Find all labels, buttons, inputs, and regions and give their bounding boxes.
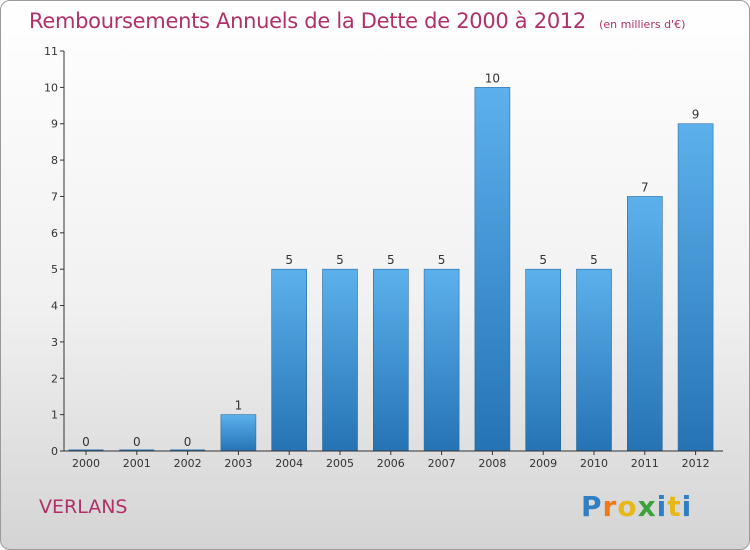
bar (170, 449, 206, 451)
y-tick-label: 2 (51, 372, 58, 385)
bar (68, 449, 104, 451)
x-tick-label: 2011 (631, 457, 659, 470)
city-name: VERLANS (39, 496, 128, 518)
y-tick-label: 1 (51, 409, 58, 422)
data-label: 5 (336, 253, 344, 267)
x-tick-label: 2005 (326, 457, 354, 470)
data-label: 1 (235, 399, 243, 413)
data-label: 0 (82, 435, 90, 449)
bar (677, 123, 714, 452)
bar (322, 268, 358, 452)
x-tick-label: 2001 (123, 457, 151, 470)
y-tick-label: 7 (51, 190, 58, 203)
data-label: 5 (539, 253, 547, 267)
y-tick-label: 0 (51, 445, 58, 458)
data-label: 5 (285, 253, 293, 267)
x-tick-label: 2009 (529, 457, 557, 470)
y-tick-label: 9 (51, 118, 58, 131)
x-tick-label: 2012 (682, 457, 710, 470)
bar (119, 449, 155, 451)
data-label: 0 (184, 435, 192, 449)
x-tick-label: 2004 (275, 457, 303, 470)
bar (626, 196, 663, 452)
bar (576, 268, 612, 452)
chart-title-row: Remboursements Annuels de la Dette de 20… (29, 9, 685, 33)
y-tick-label: 10 (44, 81, 58, 94)
x-tick-label: 2006 (377, 457, 405, 470)
chart-title: Remboursements Annuels de la Dette de 20… (29, 9, 586, 33)
data-label: 5 (387, 253, 395, 267)
data-label: 10 (485, 71, 500, 85)
data-label: 9 (692, 108, 700, 122)
bar (220, 414, 257, 452)
bar (372, 268, 409, 452)
x-tick-label: 2008 (478, 457, 506, 470)
bar (423, 268, 460, 452)
data-label: 7 (641, 180, 649, 194)
bar (474, 87, 511, 452)
y-tick-label: 6 (51, 227, 58, 240)
x-tick-label: 2007 (428, 457, 456, 470)
x-tick-label: 2000 (72, 457, 100, 470)
y-tick-label: 4 (51, 300, 58, 313)
chart-subtitle: (en milliers d'€) (599, 18, 686, 31)
y-tick-label: 8 (51, 154, 58, 167)
data-label: 5 (438, 253, 446, 267)
data-label: 5 (590, 253, 598, 267)
y-tick-label: 11 (44, 45, 58, 58)
bar (525, 268, 562, 452)
data-label: 0 (133, 435, 141, 449)
y-tick-label: 5 (51, 263, 58, 276)
x-tick-label: 2003 (224, 457, 252, 470)
x-tick-label: 2010 (580, 457, 608, 470)
y-tick-label: 3 (51, 336, 58, 349)
x-tick-label: 2002 (174, 457, 202, 470)
bar (271, 268, 308, 452)
proxiti-logo: Proxiti (581, 490, 693, 523)
